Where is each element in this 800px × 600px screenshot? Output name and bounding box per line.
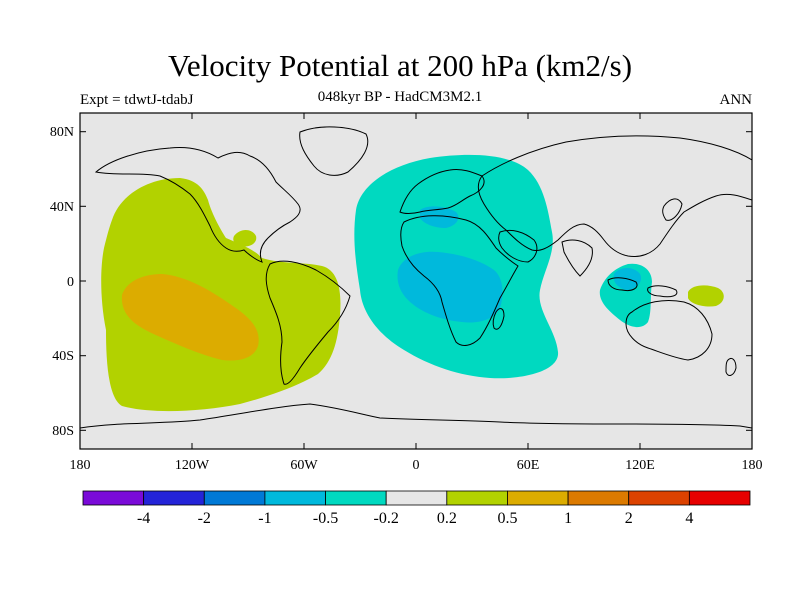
region-southeast-pacific-core	[121, 274, 259, 361]
colorbar-swatch	[567, 490, 630, 506]
colorbar-label: -0.5	[313, 510, 338, 527]
colorbar-label: 0.5	[497, 510, 517, 527]
lat-label: 80S	[52, 424, 74, 439]
colorbar-swatch	[82, 490, 145, 506]
colorbar-swatch	[507, 490, 569, 506]
lon-label: 60W	[290, 458, 318, 473]
colorbar-swatch	[143, 490, 205, 506]
lon-label: 120E	[625, 458, 655, 473]
region-western-pacific-positive	[688, 285, 724, 307]
colorbar-label: -1	[258, 510, 271, 527]
region-caribbean-positive	[233, 230, 257, 247]
colorbar-swatch	[628, 490, 690, 506]
season-label: ANN	[719, 92, 753, 108]
colorbar-swatch	[325, 490, 387, 506]
map-panel	[79, 112, 753, 450]
colorbar-label: -4	[137, 510, 150, 527]
coastlines	[80, 126, 752, 429]
experiment-label: Expt = tdwtJ-tdabJ	[80, 92, 194, 108]
lat-label: 0	[67, 275, 74, 290]
map-title: Velocity Potential at 200 hPa (km2/s)	[167, 48, 633, 83]
lat-label: 40S	[52, 349, 74, 364]
lon-label: 0	[413, 458, 420, 473]
colorbar-swatch	[688, 490, 751, 506]
longitude-axis	[79, 113, 753, 449]
colorbar-label: 4	[685, 510, 693, 527]
colorbar-label: 1	[564, 510, 572, 527]
colorbar: -4 -2 -1 -0.5 -0.2 0.2 0.5 1 2 4	[82, 490, 751, 527]
lat-label: 80N	[50, 125, 74, 140]
colorbar-swatch	[385, 490, 448, 506]
colorbar-swatch	[264, 490, 326, 506]
lon-label: 60E	[517, 458, 540, 473]
lon-label: 120W	[175, 458, 210, 473]
region-africa-core	[397, 251, 503, 323]
lat-label: 40N	[50, 200, 74, 215]
colorbar-swatch	[203, 490, 266, 506]
colorbar-label: -0.2	[374, 510, 399, 527]
colorbar-label: 0.2	[437, 510, 457, 527]
region-mediterranean-core	[420, 206, 459, 228]
latitude-axis	[80, 131, 752, 431]
lon-label: 180	[70, 458, 91, 473]
colorbar-swatch	[446, 490, 508, 506]
lon-label: 180	[742, 458, 763, 473]
colorbar-label: -2	[198, 510, 211, 527]
period-model-label: 048kyr BP - HadCM3M2.1	[317, 89, 483, 105]
colorbar-label: 2	[625, 510, 633, 527]
